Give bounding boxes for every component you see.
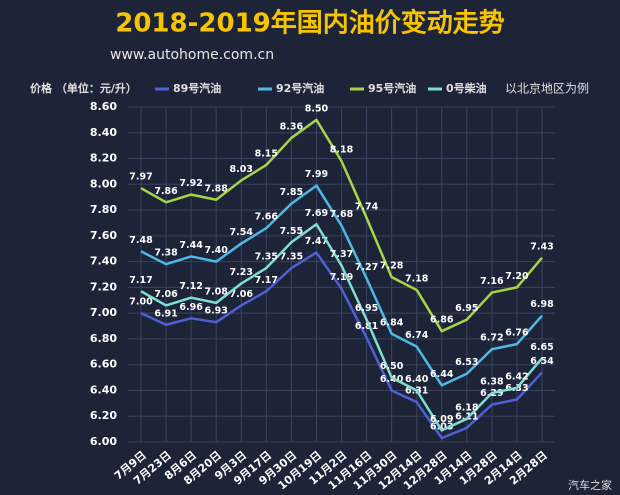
data-label: 6.91 xyxy=(154,308,177,319)
data-label: 8.36 xyxy=(280,121,304,132)
chart-subtitle: www.autohome.com.cn xyxy=(110,47,274,63)
chart-title: 2018-2019年国内油价变动走势 xyxy=(115,8,505,39)
data-label: 6.72 xyxy=(480,333,503,344)
data-label: 7.88 xyxy=(204,183,228,194)
data-label: 6.96 xyxy=(179,302,203,313)
data-label: 7.06 xyxy=(154,289,178,300)
data-label: 6.98 xyxy=(530,299,554,310)
annotation: 以北京地区为例 xyxy=(505,82,589,96)
data-label: 6.40 xyxy=(405,374,429,385)
data-label: 6.18 xyxy=(455,402,479,413)
data-label: 7.18 xyxy=(405,273,429,284)
data-label: 6.65 xyxy=(530,342,553,353)
data-label: 7.20 xyxy=(505,271,529,282)
data-label: 6.86 xyxy=(430,315,454,326)
y-tick-label: 6.80 xyxy=(90,332,117,345)
data-label: 6.74 xyxy=(405,330,429,341)
y-tick-label: 7.60 xyxy=(90,229,117,242)
y-tick-label: 7.80 xyxy=(90,203,117,216)
data-label: 6.44 xyxy=(430,369,454,380)
data-label: 8.15 xyxy=(255,148,278,159)
y-tick-label: 8.60 xyxy=(90,100,117,113)
data-label: 7.16 xyxy=(480,276,504,287)
data-label: 7.68 xyxy=(330,209,354,220)
data-label: 7.00 xyxy=(129,297,153,308)
data-label: 7.97 xyxy=(129,172,152,183)
data-label: 7.54 xyxy=(230,227,254,238)
data-label: 7.86 xyxy=(154,186,178,197)
data-label: 6.09 xyxy=(430,414,453,425)
y-tick-label: 8.20 xyxy=(90,152,117,165)
legend-label: 89号汽油 xyxy=(173,81,221,95)
series-line xyxy=(140,251,543,440)
data-label: 7.99 xyxy=(305,169,328,180)
data-label: 7.48 xyxy=(129,235,153,246)
data-label: 6.84 xyxy=(380,317,404,328)
data-label: 7.92 xyxy=(179,178,202,189)
data-label: 7.55 xyxy=(280,226,303,237)
series-line xyxy=(140,184,543,387)
data-label: 6.95 xyxy=(455,303,478,314)
data-label: 7.85 xyxy=(280,187,303,198)
y-tick-label: 7.40 xyxy=(90,255,117,268)
data-label: 6.50 xyxy=(380,361,404,372)
y-tick-label: 6.00 xyxy=(90,435,117,448)
data-label: 7.43 xyxy=(530,241,553,252)
data-label: 8.50 xyxy=(305,103,329,114)
data-label: 7.74 xyxy=(355,201,379,212)
data-label: 7.23 xyxy=(230,267,253,278)
data-label: 7.35 xyxy=(255,252,278,263)
data-label: 6.40 xyxy=(380,374,404,385)
legend-label: 92号汽油 xyxy=(276,81,324,95)
data-label: 6.38 xyxy=(480,377,504,388)
y-tick-label: 7.20 xyxy=(90,280,117,293)
y-tick-label: 6.60 xyxy=(90,358,117,371)
legend-label: 0号柴油 xyxy=(446,81,487,95)
data-label: 6.76 xyxy=(505,328,529,339)
data-label: 6.53 xyxy=(455,357,478,368)
y-tick-label: 8.00 xyxy=(90,177,117,190)
y-tick-label: 6.40 xyxy=(90,383,117,396)
data-label: 7.40 xyxy=(204,245,228,256)
data-label: 7.08 xyxy=(204,286,228,297)
y-tick-label: 6.20 xyxy=(90,409,117,422)
data-label: 6.95 xyxy=(355,303,378,314)
y-tick-label: 8.40 xyxy=(90,126,117,139)
data-label: 7.28 xyxy=(380,261,404,272)
data-label: 7.17 xyxy=(255,275,278,286)
watermark: 汽车之家 xyxy=(568,478,612,492)
data-label: 7.17 xyxy=(129,275,152,286)
data-label: 7.38 xyxy=(154,248,178,259)
y-axis-label: 价格 （单位：元/升） xyxy=(30,81,137,95)
data-label: 7.12 xyxy=(179,281,202,292)
data-label: 6.42 xyxy=(505,371,528,382)
data-label: 6.81 xyxy=(355,321,378,332)
data-label: 6.93 xyxy=(204,306,227,317)
data-label: 7.37 xyxy=(330,249,353,260)
data-label: 6.03 xyxy=(430,422,453,433)
data-label: 7.06 xyxy=(230,289,254,300)
data-label: 7.66 xyxy=(255,212,279,223)
data-label: 7.19 xyxy=(330,272,353,283)
data-label: 6.54 xyxy=(530,356,554,367)
data-label: 8.18 xyxy=(330,145,354,156)
data-label: 7.47 xyxy=(305,236,328,247)
data-label: 8.03 xyxy=(230,164,253,175)
data-label: 7.69 xyxy=(305,208,328,219)
data-label: 7.27 xyxy=(355,262,378,273)
data-label: 6.11 xyxy=(455,411,478,422)
legend-label: 95号汽油 xyxy=(368,81,416,95)
series-line xyxy=(140,118,543,333)
series-line xyxy=(140,223,543,432)
data-label: 7.44 xyxy=(179,240,203,251)
data-label: 7.35 xyxy=(280,252,303,263)
y-tick-label: 7.00 xyxy=(90,306,117,319)
